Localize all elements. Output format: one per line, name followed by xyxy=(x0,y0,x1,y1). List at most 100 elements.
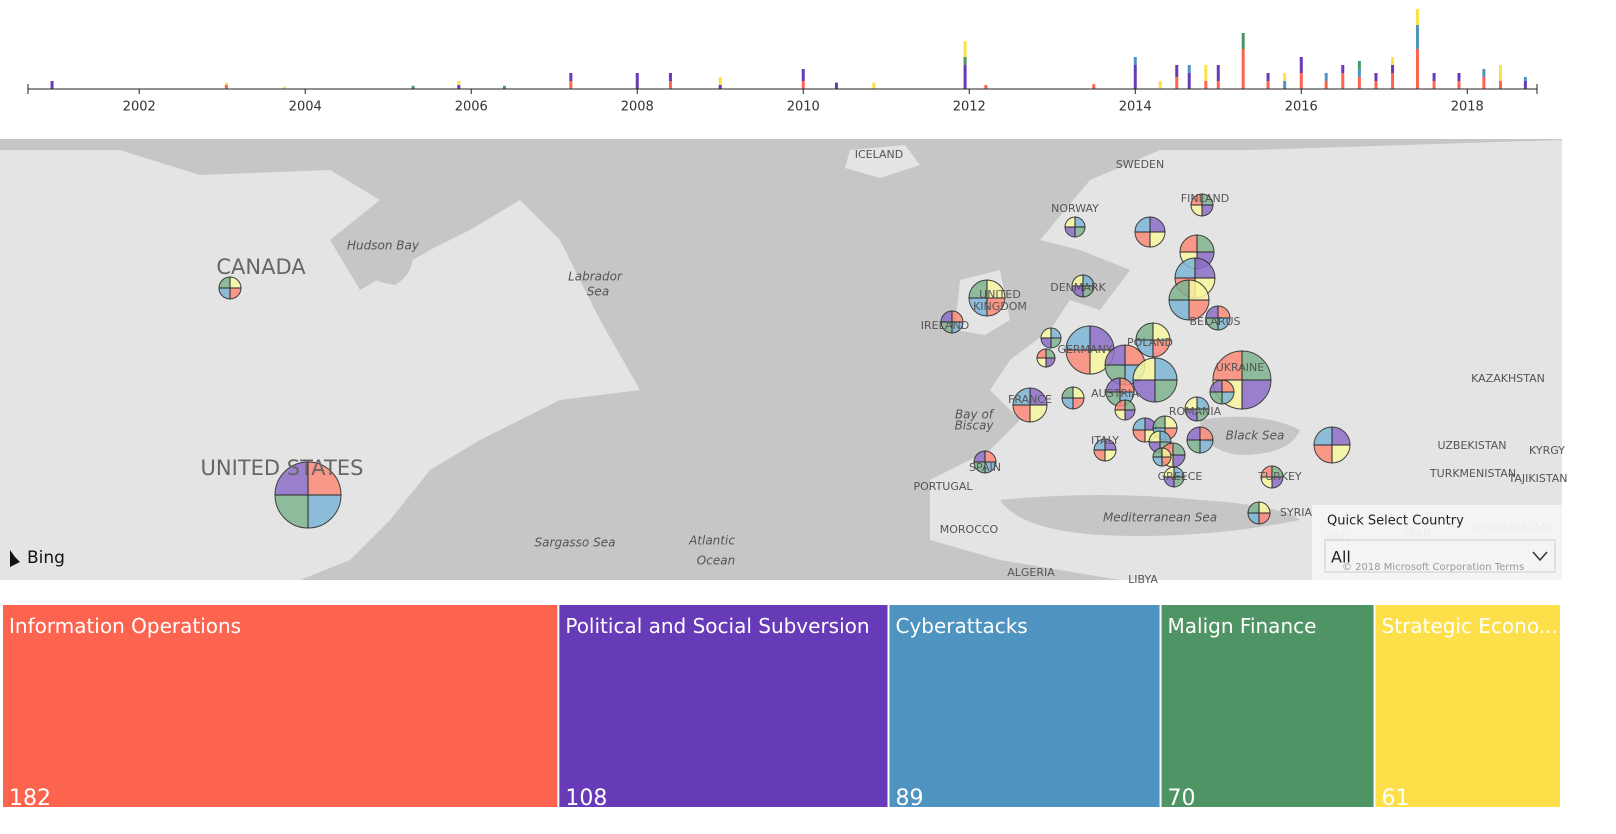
pie-slice[interactable] xyxy=(1247,501,1260,514)
land-iceland xyxy=(845,145,920,178)
map-label: DENMARK xyxy=(1050,281,1106,294)
pie-slice[interactable] xyxy=(1152,447,1163,458)
map-label: CANADA xyxy=(216,255,306,279)
timeline-bar xyxy=(224,82,228,85)
pie-slice[interactable] xyxy=(1065,349,1091,375)
pie-slice[interactable] xyxy=(1135,322,1154,341)
pie-slice[interactable] xyxy=(940,310,953,323)
pie-slice[interactable] xyxy=(1212,350,1243,381)
black-sea xyxy=(1200,416,1300,455)
pie-slice[interactable] xyxy=(1174,257,1196,279)
pie-slice[interactable] xyxy=(1040,327,1052,339)
pie-slice[interactable] xyxy=(1188,299,1210,321)
pie-slice[interactable] xyxy=(1132,357,1156,381)
treemap-tile[interactable] xyxy=(559,605,888,807)
pie-slice[interactable] xyxy=(1104,344,1126,366)
pie-slice[interactable] xyxy=(1152,415,1166,429)
pie-slice[interactable] xyxy=(1012,387,1031,406)
x-tick-label: 2002 xyxy=(123,100,156,115)
timeline-bar xyxy=(1523,81,1527,89)
timeline-bar xyxy=(569,73,573,81)
pie-slice[interactable] xyxy=(1132,417,1146,431)
pie-slice[interactable] xyxy=(1093,438,1106,451)
timeline-bar xyxy=(1158,81,1162,89)
x-tick-label: 2012 xyxy=(953,100,986,115)
treemap-label: Political and Social Subversion xyxy=(565,614,869,638)
timeline-bar xyxy=(1415,49,1419,89)
pie-slice[interactable] xyxy=(1241,379,1272,410)
pie-slice[interactable] xyxy=(1154,357,1178,381)
pie-slice[interactable] xyxy=(1209,379,1223,393)
pie-slice[interactable] xyxy=(274,494,309,529)
timeline-bar xyxy=(1187,65,1191,73)
map-label: UNITED STATES xyxy=(201,456,364,480)
timeline-bar xyxy=(872,82,876,89)
map-label: FINLAND xyxy=(1181,192,1229,205)
map-label: Mediterranean Sea xyxy=(1103,511,1217,525)
pie-slice[interactable] xyxy=(1065,325,1091,351)
pie-slice[interactable] xyxy=(1071,274,1084,287)
timeline-bar xyxy=(1266,81,1270,89)
map: ICELANDSWEDENNORWAYFINLANDDENMARKUNITEDK… xyxy=(0,139,1567,586)
treemap-label: Malign Finance xyxy=(1168,614,1317,638)
pie-slice[interactable] xyxy=(973,450,986,463)
timeline-bar xyxy=(963,57,967,65)
map-label: PORTUGAL xyxy=(913,480,973,493)
pie-slice[interactable] xyxy=(1061,386,1074,399)
pie-slice[interactable] xyxy=(1241,350,1272,381)
map-label: Bay of xyxy=(955,408,995,422)
pie-slice[interactable] xyxy=(1154,379,1178,403)
pie-slice[interactable] xyxy=(968,279,988,299)
timeline-bar xyxy=(1432,73,1436,81)
timeline-bar xyxy=(1241,49,1245,89)
timeline-bar xyxy=(1357,61,1361,69)
pie-slice[interactable] xyxy=(1134,216,1151,233)
pie-slice[interactable] xyxy=(307,461,342,496)
pie-slice[interactable] xyxy=(218,276,231,289)
bing-logo: Bing xyxy=(27,548,65,568)
quick-select-dropdown[interactable] xyxy=(1324,539,1556,573)
timeline-bar xyxy=(1523,77,1527,81)
pie-slice[interactable] xyxy=(1179,234,1198,253)
timeline-bar xyxy=(1187,73,1191,89)
timeline-bar xyxy=(1341,65,1345,73)
map-label: Ocean xyxy=(697,554,735,568)
pie-slice[interactable] xyxy=(1064,216,1076,228)
map-label: ICELAND xyxy=(855,148,903,161)
pie-slice[interactable] xyxy=(1148,430,1161,443)
timeline-bar xyxy=(1216,65,1220,81)
dropdown-chevron[interactable] xyxy=(1532,551,1548,562)
map-label: Sargasso Sea xyxy=(535,536,616,550)
pie-slice[interactable] xyxy=(1184,396,1198,410)
timeline-bar xyxy=(224,85,228,89)
treemap-tile[interactable] xyxy=(1161,605,1374,807)
pie-slice[interactable] xyxy=(1190,193,1203,206)
pie-slice[interactable] xyxy=(1132,379,1156,403)
pie-slice[interactable] xyxy=(1313,426,1333,446)
x-tick-label: 2018 xyxy=(1451,100,1484,115)
pie-slice[interactable] xyxy=(1260,465,1273,478)
pie-slice[interactable] xyxy=(1186,426,1201,441)
timeline-bar xyxy=(1432,81,1436,89)
map-label: TAJIKISTAN xyxy=(1508,472,1568,485)
pie-slice[interactable] xyxy=(1105,377,1121,393)
quick-select-value[interactable]: All xyxy=(1331,548,1351,567)
pie-slice[interactable] xyxy=(1188,279,1210,301)
pie-slice[interactable] xyxy=(1205,305,1219,319)
timeline-bar xyxy=(1241,33,1245,49)
pie-slice[interactable] xyxy=(307,494,342,529)
treemap-tile[interactable] xyxy=(3,605,558,807)
pie-slice[interactable] xyxy=(1036,348,1047,359)
pie-slice[interactable] xyxy=(274,461,309,496)
timeline-bar xyxy=(1482,69,1486,77)
pie-slice[interactable] xyxy=(1194,257,1216,279)
pie-slice[interactable] xyxy=(1114,399,1126,411)
pie-slice[interactable] xyxy=(1168,299,1190,321)
map-label: Sea xyxy=(587,285,609,299)
treemap-tile[interactable] xyxy=(889,605,1160,807)
pie-slice[interactable] xyxy=(1163,466,1175,478)
map-label: SWEDEN xyxy=(1116,158,1164,171)
timeline-bar xyxy=(50,81,54,89)
pie-slice[interactable] xyxy=(1168,279,1190,301)
treemap-tile[interactable] xyxy=(1375,605,1560,807)
